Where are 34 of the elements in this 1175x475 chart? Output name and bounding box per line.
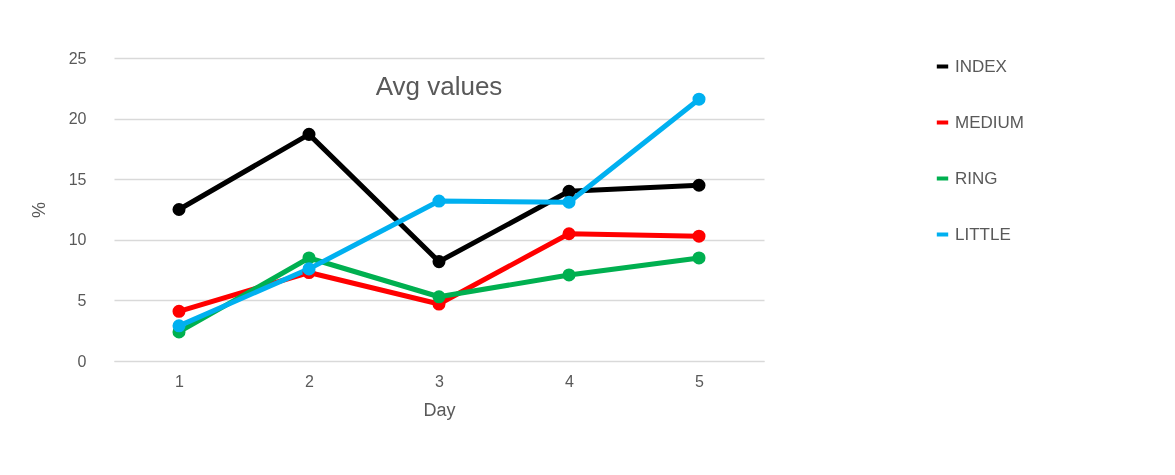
y-tick-label: 15 (68, 170, 87, 188)
y-tick-label: 5 (77, 291, 87, 309)
y-axis-title: % (28, 201, 49, 219)
point (562, 195, 576, 209)
point (692, 229, 706, 243)
point (302, 127, 316, 141)
legend-label: MEDIUM (955, 112, 1024, 132)
legend-label: LITTLE (955, 224, 1011, 244)
legend-label: INDEX (955, 56, 1007, 76)
y-tick-label: 0 (77, 352, 87, 370)
point (302, 262, 316, 276)
legend-label: RING (955, 168, 998, 188)
point (172, 202, 186, 217)
point (432, 255, 446, 269)
point (692, 92, 706, 106)
point (692, 251, 706, 265)
point (692, 178, 706, 192)
point (562, 184, 576, 198)
x-axis-title: Day (423, 399, 456, 420)
x-tick-label: 3 (435, 372, 445, 390)
x-tick-label: 5 (695, 372, 705, 390)
point (432, 194, 446, 208)
x-tick-label: 2 (305, 372, 315, 390)
point (562, 268, 576, 282)
point (172, 304, 186, 318)
point (172, 319, 186, 333)
x-tick-label: 4 (565, 372, 575, 390)
point (562, 227, 576, 241)
x-tick-label: 1 (175, 372, 185, 390)
y-tick-label: 20 (68, 110, 87, 128)
point (432, 290, 446, 304)
text: Avg values (375, 71, 503, 101)
y-tick-label: 10 (68, 231, 87, 249)
y-tick-label: 25 (68, 49, 87, 67)
